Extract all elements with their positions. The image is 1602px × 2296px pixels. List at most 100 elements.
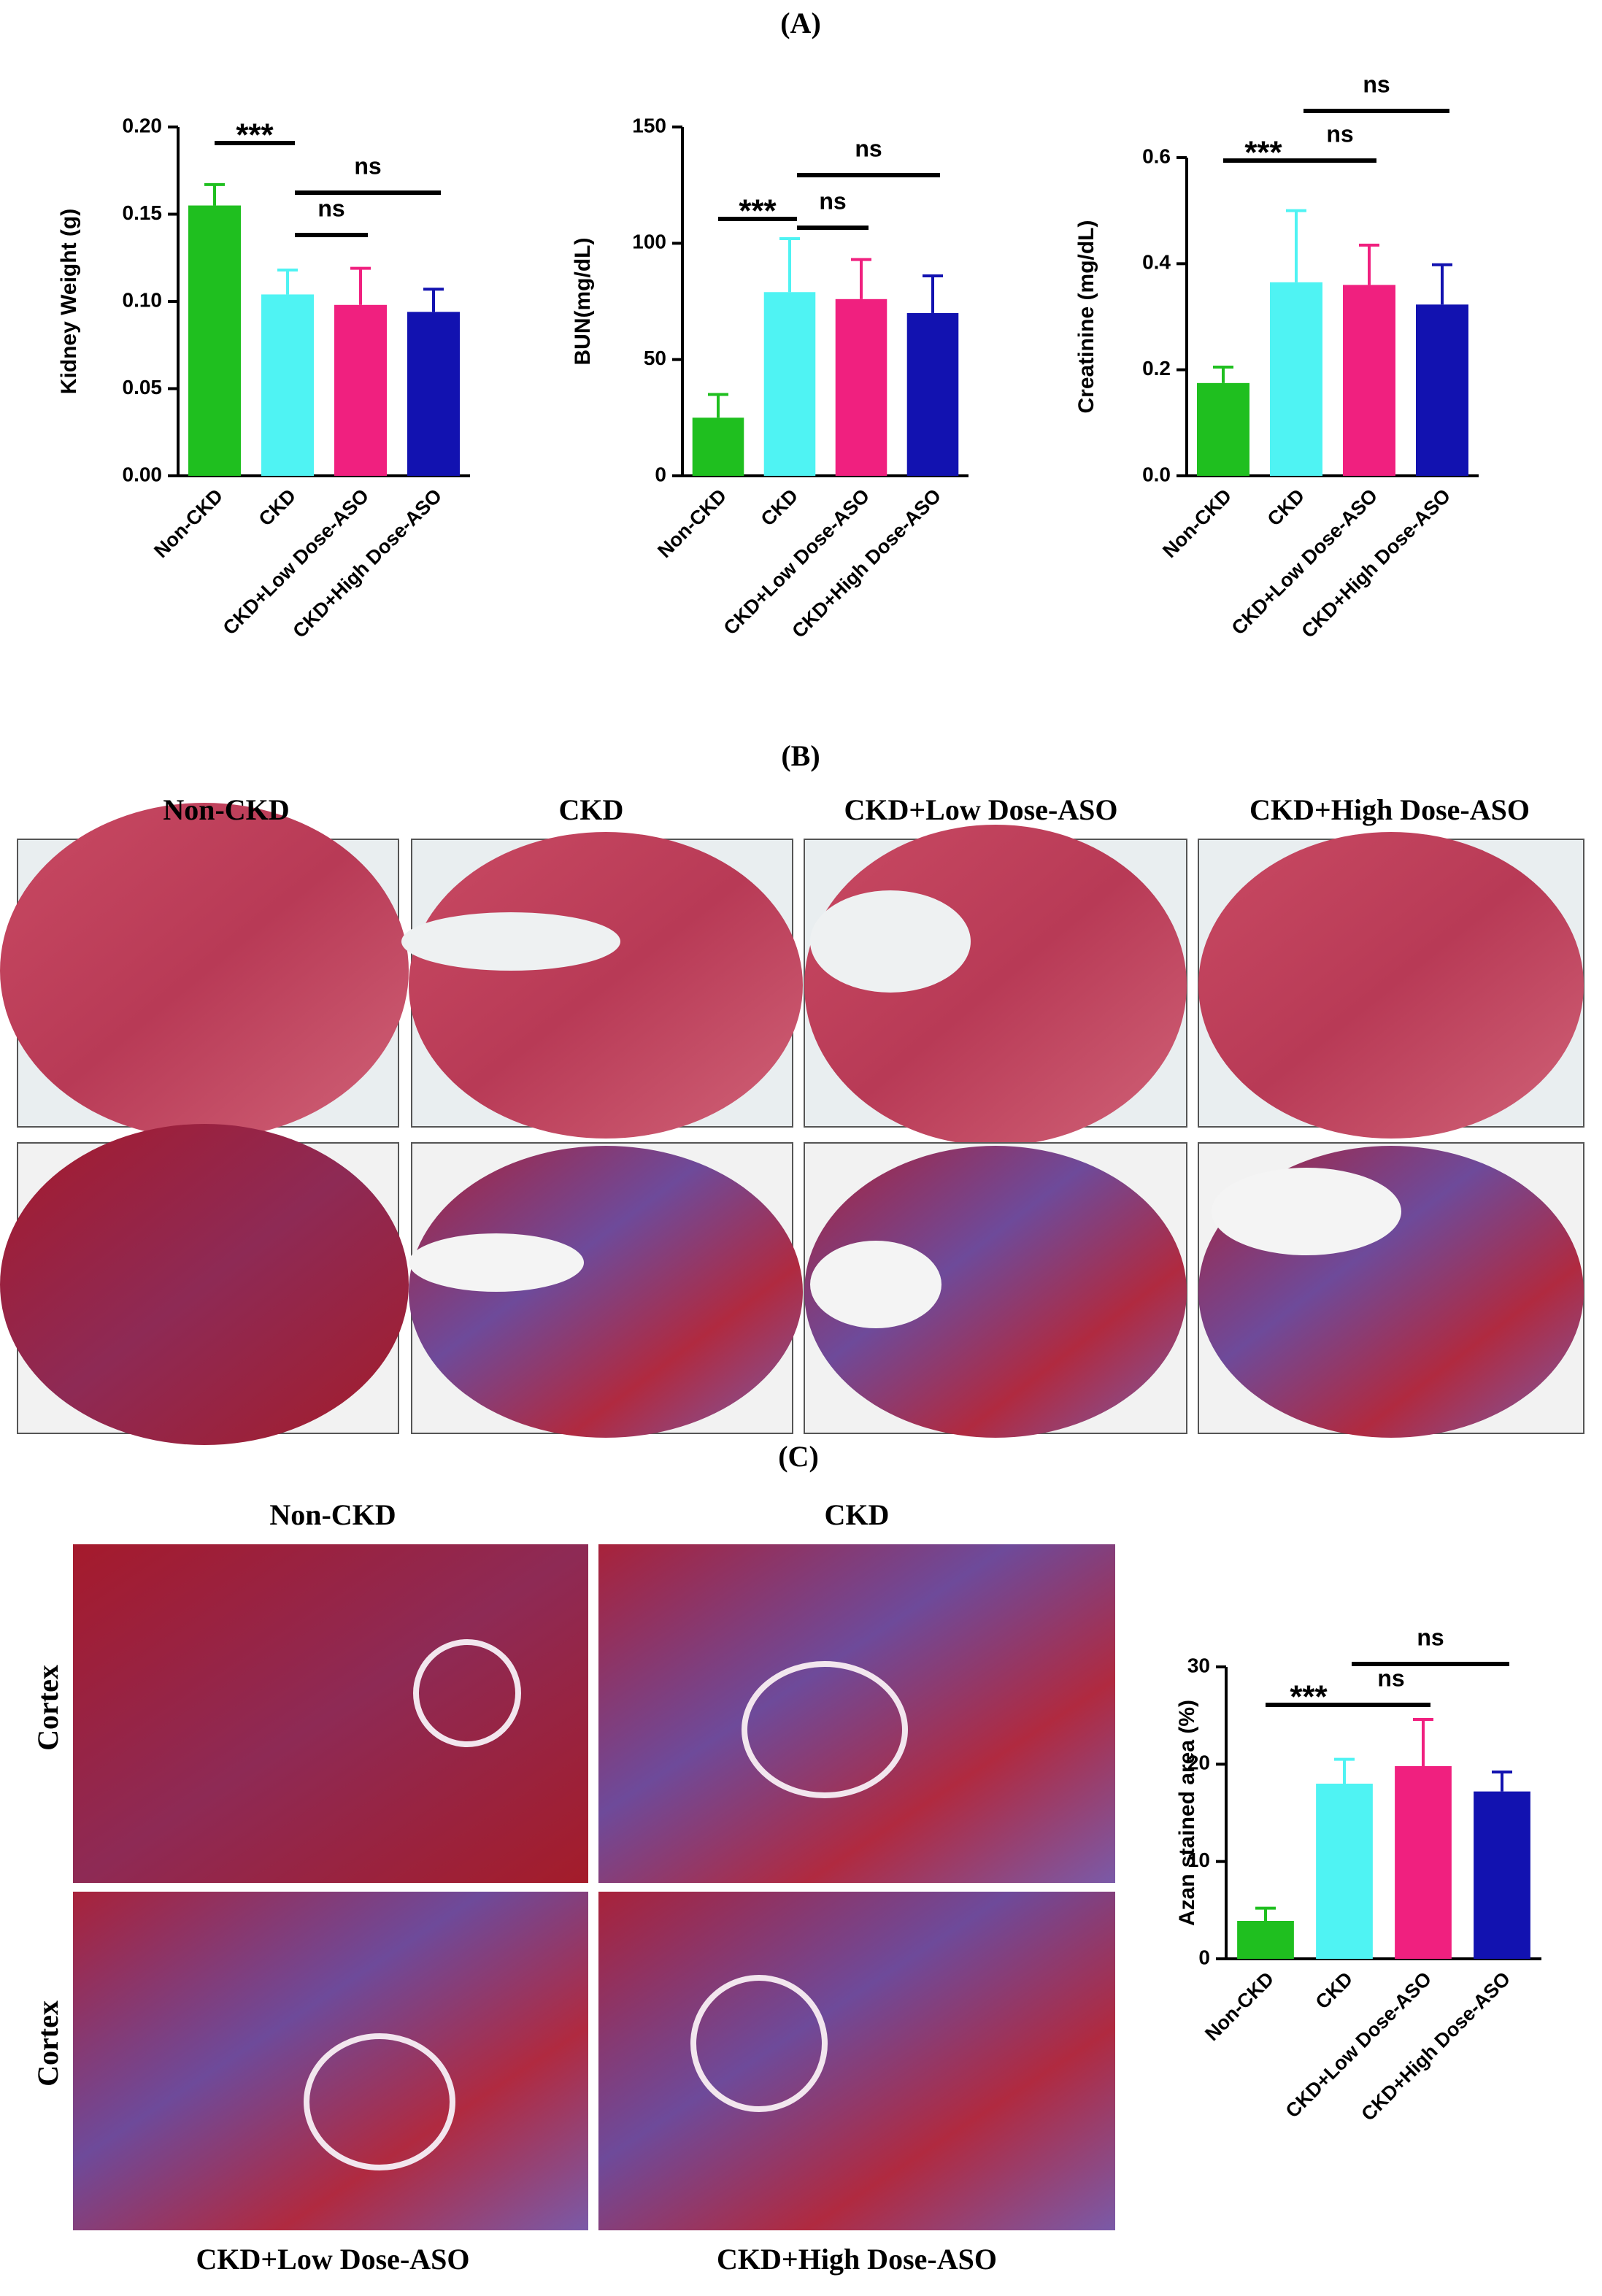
tissue — [0, 1124, 409, 1445]
y-axis-label: Azan stained area (%) — [1175, 1700, 1199, 1926]
significance-label: ns — [855, 135, 882, 161]
lumen — [409, 1233, 584, 1292]
y-tick-label: 10 — [1187, 1849, 1210, 1871]
significance-label: *** — [1290, 1679, 1328, 1715]
y-tick-label: 0.2 — [1142, 357, 1171, 380]
lumen — [401, 912, 620, 971]
x-tick-label: Non-CKD — [1201, 1968, 1278, 2045]
bar — [1343, 285, 1395, 476]
bar — [261, 294, 314, 476]
y-tick-label: 0.6 — [1142, 145, 1171, 167]
glomerulus — [413, 1639, 521, 1747]
y-tick-label: 0.10 — [123, 288, 163, 311]
x-tick-label: CKD — [255, 485, 301, 531]
bar — [1197, 382, 1249, 476]
bar — [1316, 1784, 1373, 1959]
panel-label: (A) — [780, 7, 821, 39]
significance-label: *** — [739, 193, 777, 229]
significance-label: ns — [1363, 71, 1390, 97]
bar-chart: 0.00 0.05 0.10 0.15 0.20 Kidney Weight (g) Non… — [57, 114, 470, 642]
y-tick-label: 30 — [1187, 1654, 1210, 1676]
row-label: Cortex — [31, 1665, 64, 1751]
significance-label: *** — [236, 118, 274, 153]
column-heading: Non-CKD — [269, 1498, 396, 1531]
x-tick-label: CKD+Low Dose-ASO — [219, 485, 374, 639]
y-tick-label: 0.0 — [1142, 463, 1171, 485]
significance-label: ns — [317, 195, 344, 221]
histology-images — [0, 803, 1584, 2230]
y-axis-label: Kidney Weight (g) — [57, 209, 81, 394]
y-tick-label: 0.4 — [1142, 251, 1171, 274]
bar — [763, 292, 816, 476]
y-tick-label: 50 — [644, 347, 666, 369]
y-axis-label: BUN(mg/dL) — [571, 238, 595, 366]
y-tick-label: 0 — [655, 463, 666, 485]
significance-label: ns — [819, 188, 846, 214]
x-tick-label: Non-CKD — [653, 485, 731, 562]
y-tick-label: 150 — [632, 114, 666, 136]
bar-chart: 0 10 20 30 Azan stained area (%) Non-CKD CKDCK… — [1175, 1624, 1541, 2125]
glomerulus — [742, 1661, 908, 1798]
micrograph — [598, 1544, 1115, 1883]
significance-label: ns — [354, 153, 381, 179]
lumen — [810, 890, 971, 993]
panel-label: (B) — [781, 739, 820, 772]
bar — [692, 417, 744, 476]
micrograph — [598, 1892, 1115, 2230]
y-tick-label: 20 — [1187, 1752, 1210, 1774]
tissue — [409, 1146, 803, 1438]
x-tick-label: CKD+Low Dose-ASO — [1282, 1968, 1436, 2122]
column-heading: CKD — [825, 1498, 890, 1531]
lumen — [810, 1241, 941, 1328]
column-heading: Non-CKD — [163, 793, 289, 826]
column-heading: CKD+Low Dose-ASO — [196, 2243, 469, 2276]
significance-label: ns — [1417, 1624, 1444, 1650]
glomerulus — [690, 1975, 828, 2112]
bar — [1416, 304, 1468, 476]
y-tick-label: 0.05 — [123, 376, 163, 398]
column-heading: CKD — [559, 793, 624, 826]
y-axis-label: Creatinine (mg/dL) — [1074, 220, 1098, 413]
x-tick-label: Non-CKD — [150, 485, 227, 562]
panel-label: (C) — [778, 1440, 819, 1473]
bar — [906, 312, 959, 476]
x-tick-label: CKD+High Dose-ASO — [1357, 1968, 1514, 2125]
glomerulus — [304, 2033, 455, 2170]
x-tick-label: CKD+High Dose-ASO — [288, 485, 446, 642]
row-label: Cortex — [31, 2000, 64, 2087]
bar — [407, 312, 460, 476]
bar — [1474, 1791, 1530, 1959]
column-heading: CKD+High Dose-ASO — [717, 2243, 997, 2276]
tissue — [409, 832, 803, 1139]
x-tick-label: CKD — [1312, 1968, 1358, 2014]
micrograph — [73, 1892, 588, 2230]
bar — [188, 205, 241, 476]
x-tick-label: CKD+High Dose-ASO — [787, 485, 945, 642]
y-tick-label: 100 — [632, 231, 666, 253]
y-tick-label: 0.15 — [123, 201, 163, 224]
column-heading: CKD+Low Dose-ASO — [844, 793, 1117, 826]
y-tick-label: 0.20 — [123, 114, 163, 136]
tissue — [1198, 832, 1584, 1139]
significance-label: *** — [1244, 135, 1282, 171]
x-tick-label: Non-CKD — [1158, 485, 1236, 562]
significance-label: ns — [1326, 120, 1353, 147]
x-tick-label: CKD — [1263, 485, 1309, 531]
lumen — [1212, 1168, 1401, 1255]
x-tick-label: CKD+Low Dose-ASO — [1228, 485, 1382, 639]
bar — [1270, 282, 1322, 476]
micrograph — [73, 1544, 588, 1883]
significance-label: ns — [1377, 1665, 1404, 1691]
bar — [334, 304, 387, 476]
bar — [835, 298, 887, 476]
y-tick-label: 0 — [1198, 1946, 1210, 1968]
x-tick-label: CKD+High Dose-ASO — [1297, 485, 1455, 642]
x-tick-label: CKD — [757, 485, 803, 531]
tissue — [0, 803, 409, 1139]
x-tick-label: CKD+Low Dose-ASO — [720, 485, 874, 639]
bar — [1237, 1921, 1294, 1959]
column-heading: CKD+High Dose-ASO — [1249, 793, 1530, 826]
